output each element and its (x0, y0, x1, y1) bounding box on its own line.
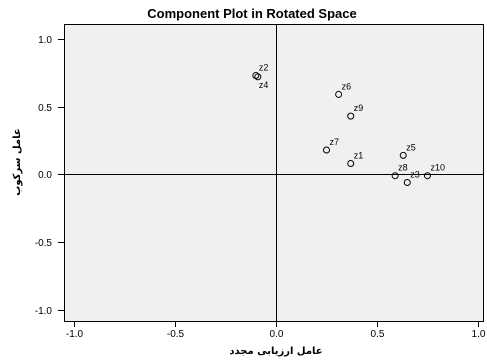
y-tick-label: -1.0 (35, 306, 53, 317)
data-points: z1 z2 z3 z4 z5 z6 z7 z8 z9 z10 (252, 62, 445, 186)
y-tick-label: -0.5 (35, 238, 53, 249)
x-axis: -1.0 -0.5 0.0 0.5 1.0 (66, 322, 486, 340)
reference-lines (64, 24, 484, 322)
x-tick-label: -1.0 (66, 329, 84, 340)
point-z10 (423, 172, 431, 180)
point-label-z10: z10 (430, 163, 445, 173)
x-axis-label: عامل ارزیابی مجدد (229, 346, 322, 357)
point-label-z2: z2 (259, 62, 269, 72)
y-tick-label: 1.0 (38, 35, 52, 46)
point-z8 (391, 172, 399, 180)
point-label-z4: z4 (259, 80, 269, 90)
point-label-z1: z1 (354, 151, 364, 161)
y-tick-label: 0.0 (38, 170, 52, 181)
point-z2 (252, 71, 260, 79)
x-tick-label: 1.0 (472, 329, 486, 340)
point-label-z3: z3 (410, 169, 420, 179)
point-z6 (335, 90, 343, 98)
x-tick-label: 0.5 (371, 329, 385, 340)
point-label-z8: z8 (398, 163, 408, 173)
point-z4 (254, 73, 262, 81)
point-label-z5: z5 (406, 142, 416, 152)
chart-title: Component Plot in Rotated Space (147, 6, 356, 21)
x-tick-label: 0.0 (270, 329, 284, 340)
plot-area (64, 24, 484, 322)
point-z5 (399, 151, 407, 159)
point-label-z6: z6 (342, 81, 352, 91)
x-tick-label: -0.5 (167, 329, 185, 340)
y-axis-label: عامل سرکوب (12, 128, 23, 195)
point-label-z7: z7 (330, 137, 340, 147)
point-z1 (347, 160, 355, 168)
y-axis: 1.0 0.5 0.0 -0.5 -1.0 (35, 35, 64, 317)
point-z3 (403, 178, 411, 186)
point-z9 (347, 112, 355, 120)
point-z7 (323, 146, 330, 154)
y-tick-label: 0.5 (38, 103, 52, 114)
point-label-z9: z9 (354, 103, 364, 113)
